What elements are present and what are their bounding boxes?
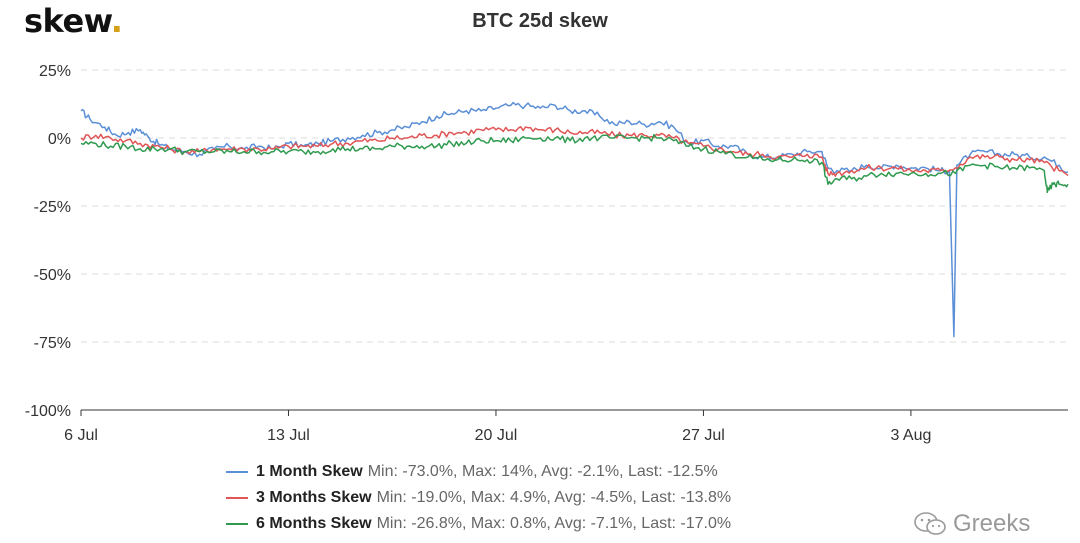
axes: 25% 0% -25% -50% -75% -100% 6 Jul 13 Jul 20 Jul 2…	[25, 63, 1068, 444]
series-line-0	[80, 101, 1069, 338]
watermark: Greeks	[913, 510, 1030, 538]
legend-series-name: 3 Months Skew	[256, 489, 372, 506]
legend-item-1m[interactable]: 1 Month Skew Min: -73.0%, Max: 14%, Avg:…	[226, 459, 731, 485]
legend-series-stats: Min: -73.0%, Max: 14%, Avg: -2.1%, Last:…	[367, 463, 718, 480]
y-tick-label: -25%	[34, 199, 71, 216]
wechat-icon	[914, 512, 946, 535]
legend-swatch	[226, 523, 248, 525]
y-tick-label: -75%	[34, 335, 71, 352]
legend-swatch	[226, 497, 248, 499]
y-tick-label: 0%	[48, 131, 71, 148]
logo-dot: .	[110, 2, 123, 40]
series-line-1	[80, 126, 1069, 177]
legend-series-stats: Min: -26.8%, Max: 0.8%, Avg: -7.1%, Last…	[376, 515, 732, 532]
x-tick-label: 6 Jul	[64, 427, 98, 444]
logo-text: skew	[24, 2, 111, 40]
legend-item-6m[interactable]: 6 Months Skew Min: -26.8%, Max: 0.8%, Av…	[226, 511, 731, 537]
x-tick-label: 13 Jul	[267, 427, 310, 444]
legend-series-name: 6 Months Skew	[256, 515, 372, 532]
watermark-text: Greeks	[953, 510, 1031, 537]
chart-title: BTC 25d skew	[472, 10, 608, 32]
skew-logo: skew.	[24, 2, 123, 40]
series-lines	[80, 101, 1069, 338]
y-tick-label: -100%	[25, 403, 71, 420]
legend-series-stats: Min: -19.0%, Max: 4.9%, Avg: -4.5%, Last…	[376, 489, 732, 506]
y-tick-label: 25%	[39, 63, 71, 80]
x-tick-label: 3 Aug	[890, 427, 931, 444]
x-tick-label: 27 Jul	[682, 427, 725, 444]
x-tick-label: 20 Jul	[475, 427, 518, 444]
legend-swatch	[226, 471, 248, 473]
y-tick-label: -50%	[34, 267, 71, 284]
legend-item-3m[interactable]: 3 Months Skew Min: -19.0%, Max: 4.9%, Av…	[226, 485, 731, 511]
legend-series-name: 1 Month Skew	[256, 463, 363, 480]
legend: 1 Month Skew Min: -73.0%, Max: 14%, Avg:…	[226, 459, 731, 537]
series-line-2	[80, 133, 1069, 194]
